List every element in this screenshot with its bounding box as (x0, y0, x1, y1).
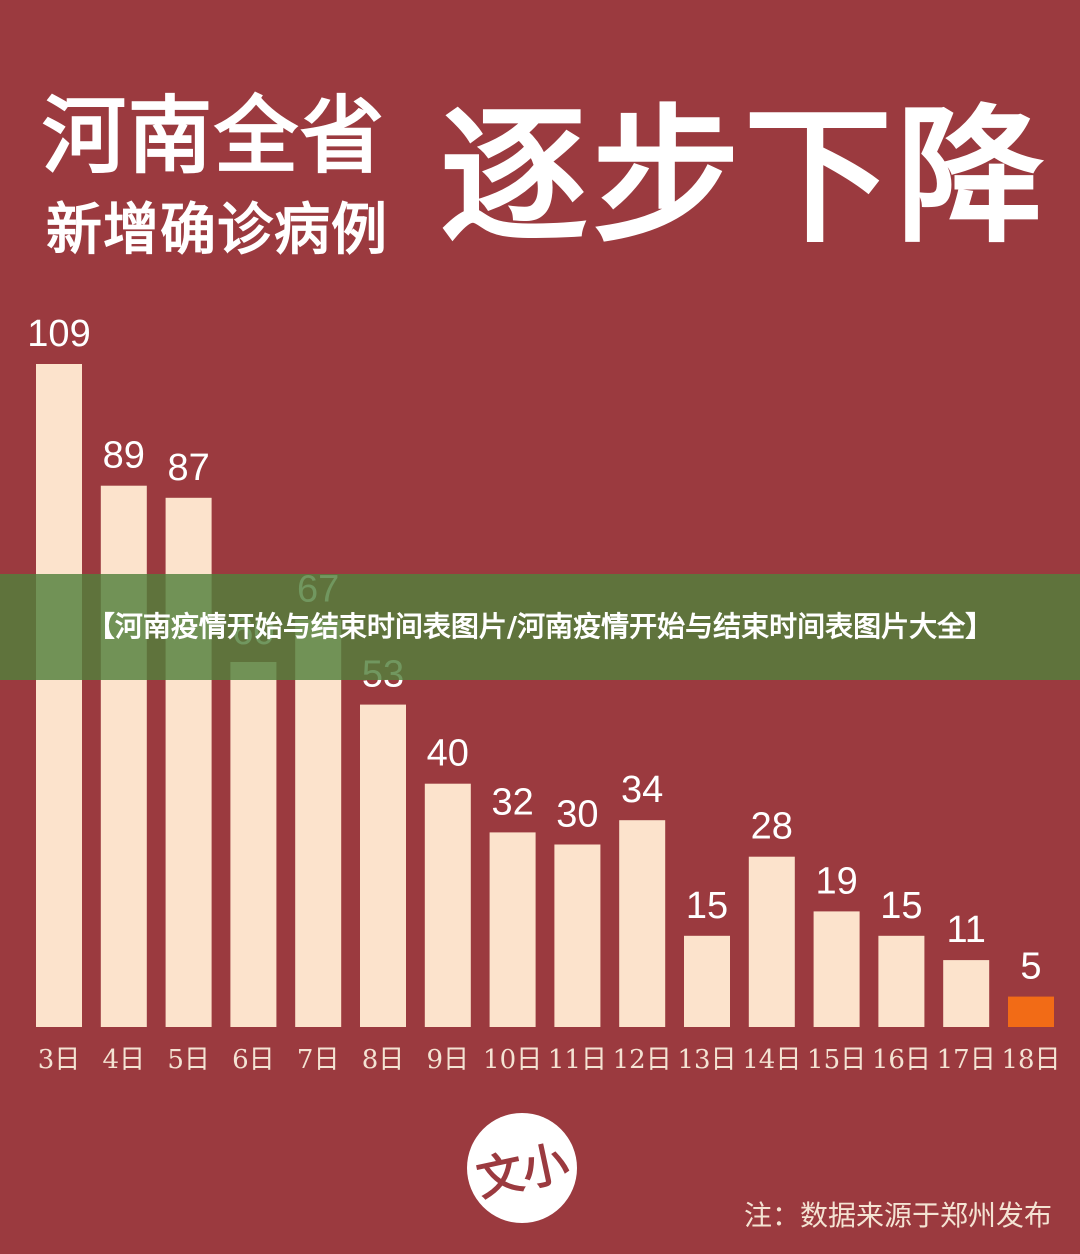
x-tick-label-6日: 6日 (232, 1045, 275, 1075)
data-label-17日: 11 (946, 909, 985, 951)
x-tick-label-4日: 4日 (103, 1045, 146, 1075)
bar-11日 (554, 844, 601, 1027)
x-tick-label-18日: 18日 (1001, 1045, 1060, 1075)
banner-text: 【河南疫情开始与结束时间表图片/河南疫情开始与结束时间表图片大全】 (86, 610, 994, 643)
data-label-13日: 15 (686, 885, 728, 927)
x-tick-label-9日: 9日 (427, 1045, 470, 1075)
title-main: 逐步下降 (440, 91, 1048, 263)
data-label-15日: 19 (815, 860, 857, 902)
x-tick-label-13日: 13日 (677, 1045, 736, 1075)
x-tick-label-15日: 15日 (807, 1045, 866, 1075)
bar-12日 (619, 820, 666, 1027)
bar-13日 (684, 935, 730, 1027)
data-label-11日: 30 (556, 794, 598, 836)
x-tick-label-3日: 3日 (38, 1045, 81, 1075)
data-label-5日: 87 (167, 447, 209, 489)
bar-17日 (943, 960, 990, 1027)
data-label-4日: 89 (103, 435, 145, 477)
x-tick-label-14日: 14日 (742, 1045, 801, 1075)
data-label-16日: 15 (880, 885, 922, 927)
x-tick-label-8日: 8日 (362, 1045, 405, 1075)
x-tick-label-16日: 16日 (872, 1045, 931, 1075)
bar-9日 (424, 783, 471, 1027)
overlay-banner: 【河南疫情开始与结束时间表图片/河南疫情开始与结束时间表图片大全】 (0, 574, 1080, 680)
bar-4日 (100, 485, 147, 1027)
title-line2: 新增确诊病例 (46, 198, 388, 263)
bar-10日 (489, 832, 536, 1027)
logo: 文小 (467, 1113, 577, 1223)
title-line1: 河南全省 (42, 87, 387, 185)
x-tick-label-17日: 17日 (937, 1045, 996, 1075)
x-tick-label-11日: 11日 (548, 1045, 607, 1075)
bar-6日 (230, 662, 277, 1027)
x-tick-label-7日: 7日 (297, 1045, 340, 1075)
bar-3日 (36, 364, 82, 1027)
data-label-18日: 5 (1020, 946, 1041, 988)
bar-18日 (1008, 996, 1054, 1027)
bar-16日 (878, 935, 925, 1027)
x-tick-label-12日: 12日 (613, 1045, 672, 1075)
source-note: 注：数据来源于郑州发布 (743, 1199, 1052, 1232)
data-label-12日: 34 (621, 769, 663, 811)
data-label-14日: 28 (751, 806, 793, 848)
logo-text: 文小 (472, 1134, 574, 1207)
data-label-9日: 40 (427, 733, 469, 775)
x-tick-label-5日: 5日 (167, 1045, 210, 1075)
data-label-3日: 109 (27, 313, 90, 355)
bar-7日 (295, 619, 342, 1027)
bar-14日 (748, 856, 795, 1027)
data-label-10日: 32 (491, 781, 533, 823)
bar-8日 (360, 704, 406, 1027)
bar-chart: 1093日894日875日606日677日538日409日3210日3011日3… (27, 313, 1060, 1075)
bar-15日 (813, 911, 860, 1027)
x-tick-label-10日: 10日 (483, 1045, 542, 1075)
